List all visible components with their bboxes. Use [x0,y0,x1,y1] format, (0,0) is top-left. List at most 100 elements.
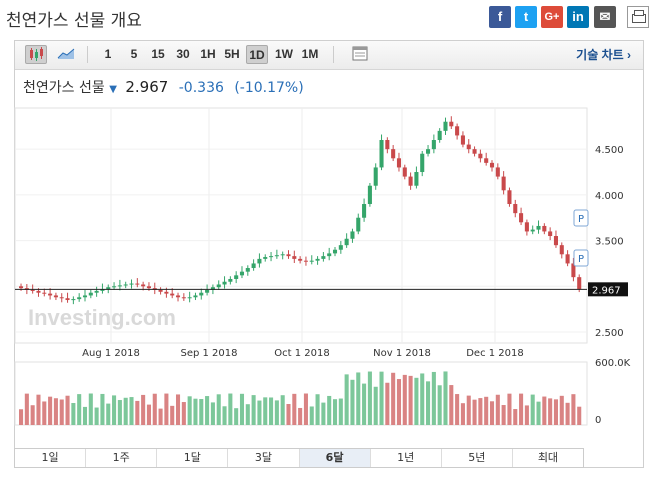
volume-tick-label: 600.0K [595,358,631,369]
candle-body [129,283,134,285]
candle-body [542,225,547,232]
candle-body [519,213,524,223]
candle-body [117,285,122,287]
candle-body [478,153,483,159]
volume-bar [559,395,564,425]
candle-body [199,292,204,296]
volume-bar [106,403,111,425]
candle-body [571,263,576,278]
linkedin-share-button[interactable]: in [567,6,589,28]
interval-30[interactable]: 30 [176,47,190,61]
volume-bar [402,374,407,425]
candle-body [286,254,291,257]
range-3m[interactable]: 3달 [228,449,300,467]
candle-body [408,176,413,186]
candle-body [327,253,332,257]
volume-bar [48,396,53,425]
volume-bar [181,402,186,425]
interval-1[interactable]: 1 [104,47,112,61]
candle-body [193,295,198,298]
candlestick-chart-button[interactable] [25,45,47,64]
range-1m[interactable]: 1달 [157,449,229,467]
volume-bar [321,402,326,425]
interval-1h[interactable]: 1H [200,47,216,61]
candle-body [210,287,215,290]
candle-body [94,290,99,293]
print-icon[interactable] [627,6,649,28]
toolbar-divider [333,46,334,63]
interval-1w[interactable]: 1W [275,47,293,61]
y-tick-label: 3.500 [595,237,624,248]
email-share-button[interactable]: ✉ [594,6,616,28]
candle-body [350,231,355,239]
candle-body [112,286,117,288]
area-chart-icon [57,48,75,59]
caret-icon: ▼ [109,84,117,95]
interval-1d[interactable]: 1D [246,45,268,64]
volume-bar [19,409,24,425]
volume-bar [100,393,105,425]
volume-bar [542,396,547,425]
twitter-share-button[interactable]: t [515,6,537,28]
candle-body [338,245,343,250]
event-marker [573,249,589,267]
candle-body [88,292,93,296]
candle-body [443,121,448,131]
range-1w[interactable]: 1주 [86,449,158,467]
range-5y[interactable]: 5년 [442,449,513,467]
candle-body [257,258,262,264]
interval-5[interactable]: 5 [130,47,138,61]
candle-body [158,289,163,292]
candle-body [309,260,314,262]
volume-bar [210,402,215,425]
candle-body [42,292,47,294]
range-selector: 1일 1주 1달 3달 6달 1년 5년 최대 [14,448,584,468]
range-1y[interactable]: 1년 [371,449,442,467]
googleplus-share-button[interactable]: G+ [541,6,563,28]
candle-body [501,176,506,191]
interval-5h[interactable]: 5H [224,47,240,61]
candle-body [379,140,384,168]
candle-body [71,299,76,301]
candle-body [48,293,53,296]
table-view-button[interactable] [349,45,371,64]
range-6m[interactable]: 6달 [299,449,371,467]
volume-bar [77,394,82,425]
event-marker-label: P [578,254,584,265]
candle-body [234,275,239,279]
volume-bar [350,379,355,425]
volume-bar [571,394,576,425]
last-price-tag [588,282,628,297]
candle-body [402,167,407,177]
range-1d[interactable]: 1일 [15,449,87,467]
x-tick-label: Nov 1 2018 [373,348,431,359]
volume-bar [263,397,268,425]
range-max[interactable]: 최대 [537,451,559,464]
facebook-share-button[interactable]: f [489,6,511,28]
volume-bar [356,372,361,425]
volume-bar [193,398,198,425]
technical-chart-link[interactable]: 기술 차트 › [576,48,631,62]
volume-bar [141,394,146,425]
volume-bar [420,373,425,425]
volume-bar [362,383,367,425]
y-tick-label: 4.500 [595,145,624,156]
candle-body [77,297,82,300]
candle-body [123,284,128,286]
interval-1m[interactable]: 1M [301,47,319,61]
chart-toolbar: 1 5 15 30 1H 5H 1D 1W 1M 기술 차트 › [15,41,643,70]
price-legend: 천연가스 선물 ▼ 2.967 -0.336 (-10.17%) [23,77,304,97]
area-chart-button[interactable] [55,45,77,64]
candle-body [385,140,390,150]
volume-bar [298,407,303,425]
volume-bar [228,393,233,425]
candle-body [577,277,582,290]
interval-15[interactable]: 15 [151,47,165,61]
volume-bar [338,398,343,425]
candle-body [298,258,303,261]
candle-body [559,245,564,255]
volume-bar [385,382,390,425]
volume-bar [88,393,93,425]
volume-bar [408,375,413,425]
